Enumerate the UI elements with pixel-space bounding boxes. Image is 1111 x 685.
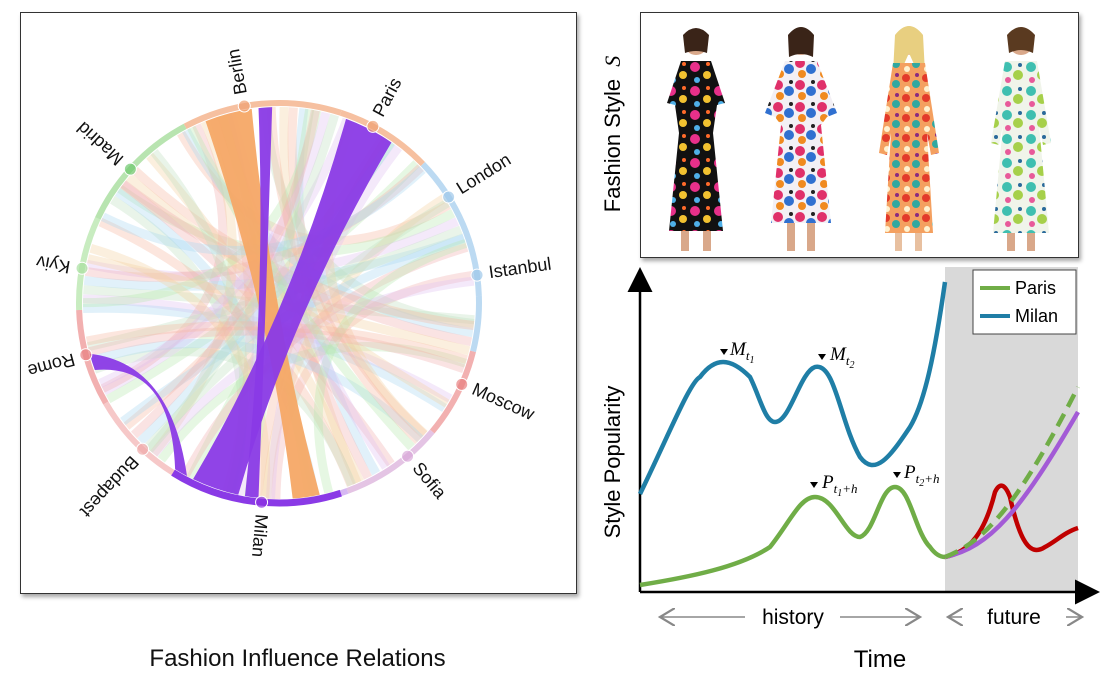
city-label: Berlin [223,47,251,96]
legend-paris: Paris [1015,278,1056,298]
background-ribbon [150,119,237,457]
background-ribbon [271,270,474,500]
city-marker [255,495,269,509]
background-ribbon [181,243,469,478]
dress-1 [667,28,725,251]
background-ribbon [125,173,450,408]
city-marker [123,162,137,176]
dress-2 [765,27,837,251]
background-ribbon [100,123,228,393]
city-markers [75,99,484,509]
background-ribbon [177,131,451,246]
city-label: London [453,149,515,198]
milan-ring-highlight [171,469,342,507]
city-marker [470,268,484,282]
paris-peak-2-annotation: Pt2+h [893,462,940,489]
background-ribbon [120,180,473,347]
ring-segment [346,429,435,494]
background-ribbon [117,184,456,258]
city-marker [136,442,150,456]
influence-ribbon [244,107,273,498]
background-ribbon [98,111,331,388]
dress-4 [991,27,1051,251]
city-label: Milan [248,513,272,558]
legend-milan: Milan [1015,306,1058,326]
background-ribbon [101,117,352,396]
city-label: Sofia [409,458,451,503]
fashion-style-photos [640,12,1079,258]
background-ribbon [131,167,475,330]
city-marker [75,261,89,275]
background-ribbon [157,342,467,463]
city-label: Rome [26,349,78,381]
paris-peak-1-annotation: Pt1+h [810,472,858,499]
future-label: future [987,606,1041,629]
background-ribbon [89,243,271,499]
city-marker [455,377,469,391]
city-marker [366,119,380,133]
background-ribbon [85,217,460,282]
background-ribbon [83,285,475,325]
background-ribbon [83,233,466,291]
background-ribbons [82,106,475,500]
svg-text:Pt1+h: Pt1+h [821,472,858,499]
highlighted-ribbons [89,107,392,507]
milan-peak-2-annotation: Mt2 [818,344,854,371]
ring-segment [339,109,426,167]
ring-segment [103,401,181,479]
paris-curve [639,484,946,588]
ring-segment [429,350,476,434]
fashion-style-text: Fashion Style [600,79,625,212]
influence-ribbon [193,118,392,495]
city-label: Budapest [76,452,143,521]
city-label: Paris [369,74,406,120]
background-ribbon [82,109,322,308]
svg-text:Mt1: Mt1 [729,339,754,366]
city-label: Madrid [73,118,127,170]
history-label: history [762,606,824,629]
legend: Paris Milan [972,269,1077,335]
purple-forecast-curve [944,410,1080,560]
background-ribbon [86,225,463,352]
dress-3 [879,26,939,251]
chord-diagram: Berlin Paris London Istanbul Moscow Sofia Mila… [26,47,553,558]
svg-text:Mt2: Mt2 [829,344,854,371]
ring-segment [470,295,482,353]
red-forecast-curve [944,483,1079,560]
city-marker [442,190,456,204]
style-popularity-chart: Style Popularity Mt1 Mt2 Pt1+h Pt2+h Par… [600,267,1100,673]
city-label: Kyiv [35,252,72,278]
chord-diagram-panel: Berlin Paris London Istanbul Moscow Sofia Mila… [20,12,577,594]
fashion-style-symbol: S [600,56,625,67]
background-ribbon [98,217,356,487]
background-ribbon [265,144,402,500]
background-ribbon [150,276,475,457]
svg-text:Pt2+h: Pt2+h [903,462,940,489]
background-ribbon [101,166,426,256]
background-ribbon [262,194,447,499]
city-marker [237,99,251,113]
left-caption: Fashion Influence Relations [149,645,446,672]
paris-forecast-dashed [944,385,1081,560]
background-ribbon [313,239,468,494]
time-label: Time [854,646,906,673]
dress-illustrations [667,26,1051,251]
city-marker [401,449,415,463]
ring-segment [183,100,342,130]
influence-ribbon [89,353,187,477]
background-ribbon [131,109,320,439]
milan-peak-1-annotation: Mt1 [720,339,754,366]
city-label: Istanbul [487,254,552,283]
background-ribbon [87,254,471,356]
milan-curve [637,281,948,495]
fashion-style-label: Fashion Style S [600,56,625,212]
city-label: Moscow [469,379,538,425]
svg-text:Fashion Style S: Fashion Style S [600,56,625,212]
background-ribbon [287,107,428,438]
city-marker [79,348,93,362]
y-axis-label: Style Popularity [600,386,625,539]
background-ribbon [93,347,356,487]
